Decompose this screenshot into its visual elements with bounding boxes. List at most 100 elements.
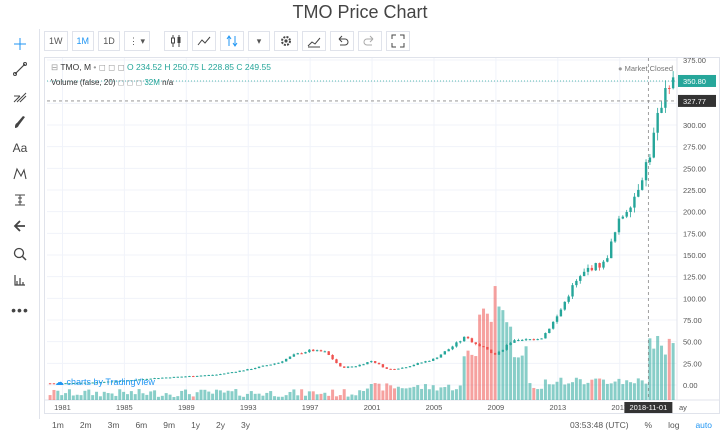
range-9m[interactable]: 9m bbox=[163, 420, 176, 430]
volume-bar bbox=[257, 393, 261, 400]
price-tick-label: 150.00 bbox=[683, 251, 706, 260]
volume-bar bbox=[466, 350, 470, 400]
range-3m[interactable]: 3m bbox=[107, 420, 120, 430]
pattern-icon[interactable] bbox=[9, 163, 31, 185]
collapse-icon[interactable]: ⊟ bbox=[51, 62, 59, 72]
candle-body bbox=[164, 377, 168, 379]
auto-toggle[interactable]: auto bbox=[695, 420, 712, 430]
range-1m[interactable]: 1m bbox=[52, 420, 64, 430]
volume-bar bbox=[439, 387, 443, 400]
fullscreen-icon[interactable] bbox=[386, 31, 411, 51]
volume-bar bbox=[172, 396, 176, 400]
measure-icon[interactable] bbox=[9, 189, 31, 211]
redo-icon[interactable] bbox=[358, 31, 383, 51]
volume-bar bbox=[547, 384, 551, 400]
price-tick-label: 300.00 bbox=[683, 121, 706, 130]
range-1y[interactable]: 1y bbox=[191, 420, 201, 430]
range-6m[interactable]: 6m bbox=[135, 420, 148, 430]
volume-bar bbox=[420, 388, 424, 400]
candle-body bbox=[671, 77, 675, 89]
volume-bar bbox=[187, 394, 191, 400]
chart-pane[interactable]: 375.00350.00325.00300.00275.00250.00225.… bbox=[44, 57, 720, 414]
compare-icon[interactable] bbox=[220, 31, 245, 51]
more-icon[interactable]: ••• bbox=[11, 302, 29, 318]
range-2m[interactable]: 2m bbox=[79, 420, 92, 430]
ruler-icon[interactable] bbox=[9, 269, 31, 291]
compare-dropdown-icon[interactable]: ▾ bbox=[248, 31, 271, 51]
brush-icon[interactable] bbox=[9, 111, 31, 133]
range-3y[interactable]: 3y bbox=[241, 420, 251, 430]
high-value: H 250.75 bbox=[164, 62, 199, 72]
volume-bar bbox=[400, 388, 404, 400]
candle-body bbox=[250, 369, 253, 371]
candle-body bbox=[246, 369, 249, 371]
volume-bar bbox=[516, 357, 520, 400]
clock[interactable]: 03:53:48 (UTC) bbox=[569, 420, 629, 430]
volume-bar bbox=[667, 338, 671, 400]
interval-1d-button[interactable]: 1D bbox=[98, 31, 121, 51]
candle-body bbox=[192, 376, 195, 378]
volume-bar bbox=[497, 306, 501, 400]
volume-bar bbox=[482, 308, 486, 400]
candle-body bbox=[350, 366, 354, 368]
percent-toggle[interactable]: % bbox=[644, 420, 653, 430]
line-chart-icon[interactable] bbox=[192, 31, 217, 51]
candle-body bbox=[103, 381, 106, 383]
log-toggle[interactable]: log bbox=[668, 420, 680, 430]
tradingview-watermark[interactable]: ☁ charts by TradingView bbox=[55, 377, 155, 387]
volume-bar bbox=[129, 391, 133, 400]
candle-body bbox=[277, 362, 280, 364]
candle-body bbox=[420, 362, 423, 364]
candle-body bbox=[435, 357, 439, 359]
crosshair-icon[interactable] bbox=[9, 33, 31, 55]
candle-body bbox=[370, 361, 373, 363]
range-2y[interactable]: 2y bbox=[216, 420, 226, 430]
price-chart[interactable]: 375.00350.00325.00300.00275.00250.00225.… bbox=[45, 58, 719, 413]
volume-label[interactable]: Volume (false, 20) bbox=[51, 78, 116, 87]
crosshair-time-badge-text: 2018-11-01 bbox=[629, 403, 667, 412]
arrow-left-icon[interactable] bbox=[9, 215, 31, 237]
candle-body bbox=[141, 379, 145, 381]
interval-more-icon[interactable]: ⋮ ▾ bbox=[124, 31, 151, 51]
candle-body bbox=[215, 374, 218, 376]
indicators-icon[interactable] bbox=[302, 31, 327, 51]
time-tick-label: 2005 bbox=[426, 403, 443, 412]
candle-body bbox=[637, 189, 640, 197]
price-tick-label: 75.00 bbox=[683, 316, 702, 325]
candle-body bbox=[234, 371, 238, 373]
volume-bar bbox=[389, 385, 393, 400]
symbol-label[interactable]: TMO, M bbox=[60, 62, 92, 72]
candle-body bbox=[644, 162, 648, 181]
interval-1m-button[interactable]: 1M bbox=[71, 31, 95, 51]
volume-bar bbox=[454, 389, 458, 400]
candle-body bbox=[586, 267, 590, 272]
candle-body bbox=[621, 216, 625, 219]
text-tool-icon[interactable]: Aa bbox=[12, 141, 28, 155]
candle-body bbox=[52, 383, 56, 385]
trend-line-icon[interactable] bbox=[9, 58, 31, 80]
volume-bar bbox=[64, 393, 68, 400]
volume-bar bbox=[431, 385, 435, 400]
candle-body bbox=[157, 378, 160, 380]
zoom-icon[interactable] bbox=[9, 243, 31, 265]
settings-gear-icon[interactable] bbox=[274, 31, 299, 51]
candle-body bbox=[172, 376, 176, 378]
candle-body bbox=[312, 349, 315, 352]
volume-bar bbox=[83, 390, 87, 400]
volume-bar bbox=[377, 383, 381, 400]
volume-bar bbox=[443, 387, 447, 400]
volume-bar bbox=[71, 395, 75, 400]
candle-body bbox=[203, 375, 207, 377]
candle-body bbox=[362, 364, 365, 366]
candle-body bbox=[401, 367, 404, 369]
volume-bar bbox=[520, 355, 524, 400]
volume-bar bbox=[598, 378, 602, 400]
undo-icon[interactable] bbox=[330, 31, 355, 51]
interval-1w-button[interactable]: 1W bbox=[44, 31, 68, 51]
candle-body bbox=[134, 379, 137, 381]
volume-bar bbox=[470, 354, 474, 400]
volume-bar bbox=[447, 384, 451, 400]
pitchfork-icon[interactable] bbox=[9, 85, 31, 107]
candles-icon[interactable] bbox=[164, 31, 189, 51]
volume-bar bbox=[451, 390, 455, 400]
